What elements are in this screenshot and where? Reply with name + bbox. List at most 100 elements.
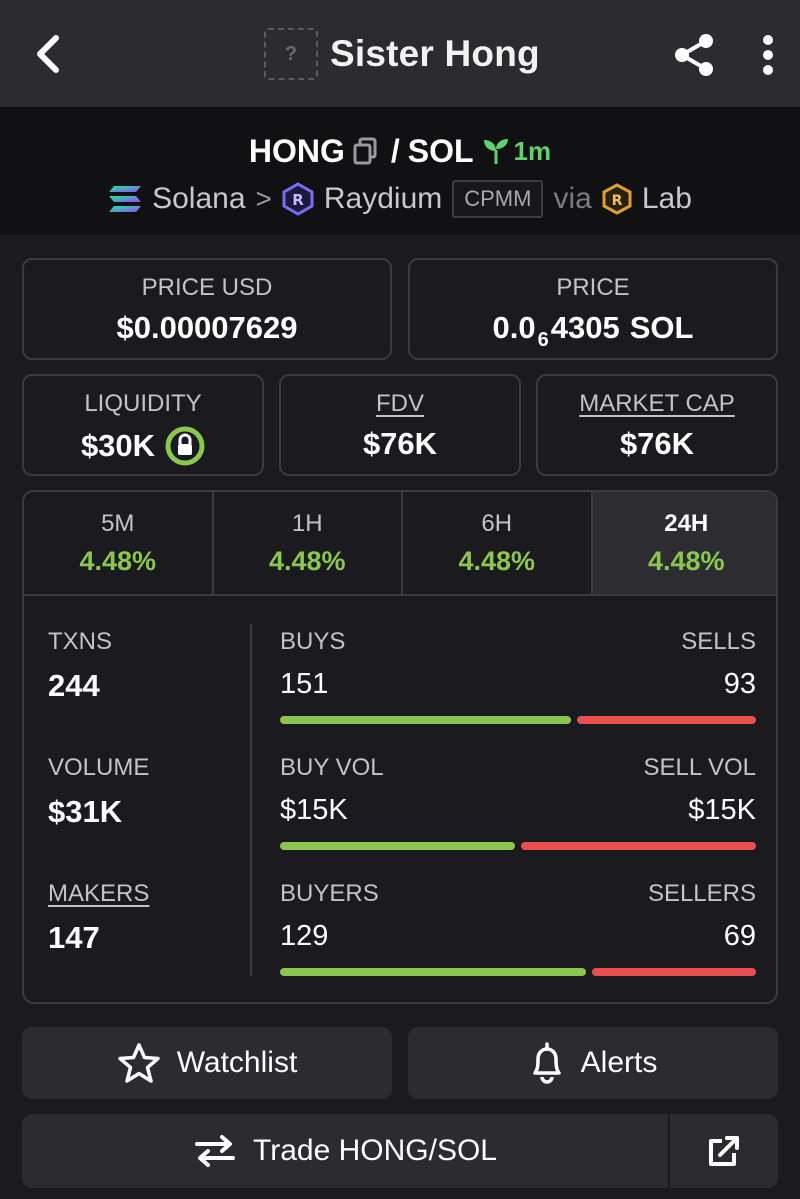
tab-24h[interactable]: 24H 4.48%	[592, 492, 776, 594]
buyers-sellers-bar	[280, 968, 756, 976]
fdv-label[interactable]: FDV	[376, 390, 424, 417]
txn-stats-panel: 5M 4.48% 1H 4.48% 6H 4.48% 24H 4.48% TXN…	[22, 490, 778, 1004]
market-cap-label[interactable]: MARKET CAP	[579, 390, 735, 417]
price-usd-box: PRICE USD $0.00007629	[22, 258, 392, 360]
lock-icon[interactable]	[165, 426, 205, 466]
liquidity-value: $30K	[80, 428, 156, 463]
sell-vol-label: SELL VOL	[643, 754, 756, 781]
tab-label: 24H	[664, 510, 709, 537]
raydium-icon: R	[282, 182, 314, 216]
buys-value: 151	[280, 668, 329, 700]
pair-info-bar: HONG / SOL 1m	[0, 107, 800, 235]
buyers-label: BUYERS	[280, 880, 379, 907]
tab-5m[interactable]: 5M 4.48%	[24, 492, 214, 594]
launchlab-icon: R	[602, 183, 632, 215]
buy-bar-segment	[280, 716, 571, 724]
svg-text:R: R	[292, 191, 304, 209]
seedling-icon	[483, 139, 508, 164]
chain-name[interactable]: Solana	[152, 182, 246, 215]
token-logo-placeholder: ?	[264, 28, 318, 80]
volume-split-bar	[280, 842, 756, 850]
makers-stat: MAKERS 147	[48, 880, 149, 956]
txns-stat: TXNS 244	[48, 628, 112, 704]
trade-bar: Trade HONG/SOL	[22, 1114, 778, 1188]
sell-vol-value: $15K	[688, 794, 756, 826]
pair-quote-symbol: SOL	[407, 132, 474, 169]
alerts-button[interactable]: Alerts	[408, 1027, 778, 1099]
swap-arrows-icon	[195, 1135, 236, 1167]
trade-button[interactable]: Trade HONG/SOL	[22, 1114, 668, 1188]
trade-external-button[interactable]	[668, 1114, 778, 1188]
pair-age-badge: 1m	[482, 135, 552, 167]
tab-1h[interactable]: 1H 4.48%	[214, 492, 403, 594]
buys-label: BUYS	[280, 628, 346, 655]
chain-dex-line: Solana > R Raydium CPMM via R Lab	[0, 173, 800, 225]
more-vertical-icon	[763, 35, 773, 75]
watchlist-label: Watchlist	[176, 1046, 298, 1079]
tab-6h[interactable]: 6H 4.48%	[403, 492, 593, 594]
dex-type-badge: CPMM	[452, 180, 544, 218]
txns-value: 244	[48, 668, 100, 703]
market-cap-box: MARKET CAP $76K	[536, 374, 778, 476]
sell-bar-segment	[577, 716, 756, 724]
copy-address-button[interactable]	[353, 136, 379, 166]
launchpad-name[interactable]: Lab	[641, 182, 692, 215]
sell-bar-segment	[592, 968, 756, 976]
volume-stat: VOLUME $31K	[48, 754, 149, 830]
buys-sells-bar	[280, 716, 756, 724]
trade-label: Trade HONG/SOL	[253, 1134, 497, 1167]
sell-bar-segment	[521, 842, 756, 850]
tab-change: 4.48%	[458, 546, 536, 576]
more-options-button[interactable]	[746, 28, 790, 82]
share-button[interactable]	[668, 28, 722, 82]
price-usd-value: $0.00007629	[116, 310, 298, 345]
tab-change: 4.48%	[268, 546, 346, 576]
fdv-value: $76K	[362, 426, 438, 461]
tab-change: 4.48%	[647, 546, 725, 576]
buy-vol-value: $15K	[280, 794, 348, 826]
tab-label: 5M	[101, 510, 135, 537]
copy-icon	[353, 137, 377, 165]
liquidity-label: LIQUIDITY	[84, 390, 202, 417]
pair-line: HONG / SOL 1m	[0, 127, 800, 175]
timeframe-tabs: 5M 4.48% 1H 4.48% 6H 4.48% 24H 4.48%	[24, 492, 776, 596]
chevron-left-icon	[37, 35, 59, 73]
price-usd-label: PRICE USD	[141, 274, 273, 301]
volume-label: VOLUME	[48, 754, 150, 781]
stats-divider	[250, 624, 252, 976]
market-cap-value: $76K	[619, 426, 695, 461]
svg-text:R: R	[611, 193, 622, 209]
sellers-label: SELLERS	[647, 880, 756, 907]
external-link-icon	[709, 1136, 739, 1166]
pair-age: 1m	[513, 135, 552, 166]
top-bar: ? Sister Hong	[0, 0, 800, 107]
buy-bar-segment	[280, 842, 515, 850]
price-unit: SOL	[629, 310, 694, 345]
liquidity-box: LIQUIDITY $30K	[22, 374, 264, 476]
buyers-value: 129	[280, 920, 329, 952]
txns-label: TXNS	[48, 628, 113, 655]
price-native-label: PRICE	[556, 274, 630, 301]
volume-split-row: BUY VOL SELL VOL $15K $15K	[280, 754, 756, 850]
tab-label: 6H	[481, 510, 513, 537]
buy-bar-segment	[280, 968, 586, 976]
makers-label[interactable]: MAKERS	[48, 880, 150, 907]
fdv-box: FDV $76K	[279, 374, 521, 476]
buyers-sellers-row: BUYERS SELLERS 129 69	[280, 880, 756, 976]
buy-vol-label: BUY VOL	[280, 754, 384, 781]
price-native-value: 0.0 6 4305 SOL	[410, 310, 776, 351]
price-native-box: PRICE 0.0 6 4305 SOL	[408, 258, 778, 360]
back-button[interactable]	[22, 26, 72, 82]
dex-name[interactable]: Raydium	[323, 182, 443, 215]
sells-label: SELLS	[681, 628, 756, 655]
pair-separator: /	[390, 132, 400, 169]
star-icon	[117, 1043, 160, 1083]
price-zero-count: 6	[537, 328, 549, 351]
price-prefix: 0.0	[492, 310, 536, 345]
via-label: via	[553, 182, 592, 215]
tab-label: 1H	[291, 510, 323, 537]
watchlist-button[interactable]: Watchlist	[22, 1027, 392, 1099]
bell-icon	[532, 1042, 561, 1084]
pair-base-symbol: HONG	[248, 132, 345, 169]
makers-value: 147	[48, 920, 100, 955]
